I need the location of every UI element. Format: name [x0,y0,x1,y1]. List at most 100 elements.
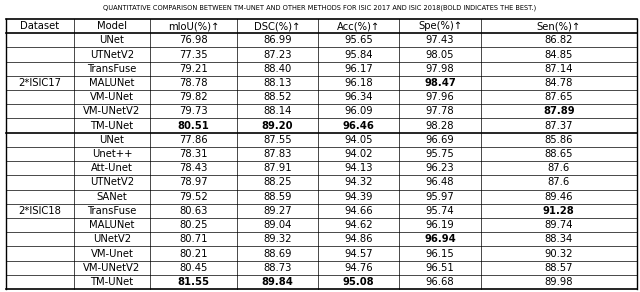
Text: 95.08: 95.08 [343,277,374,287]
Text: 88.52: 88.52 [263,92,292,102]
Text: 94.02: 94.02 [344,149,373,159]
Text: 95.65: 95.65 [344,35,373,45]
Text: UNetV2: UNetV2 [93,234,131,244]
Text: 79.82: 79.82 [179,92,208,102]
Text: 87.89: 87.89 [543,106,575,117]
Text: 90.32: 90.32 [545,248,573,258]
Text: 94.66: 94.66 [344,206,373,216]
Text: 98.05: 98.05 [426,50,454,60]
Text: 2*ISIC18: 2*ISIC18 [19,206,61,216]
Text: 87.37: 87.37 [545,121,573,131]
Text: 87.23: 87.23 [263,50,292,60]
Text: VM-Unet: VM-Unet [91,248,133,258]
Text: 77.86: 77.86 [179,135,208,145]
Text: 81.55: 81.55 [178,277,210,287]
Text: MALUNet: MALUNet [90,220,134,230]
Text: 98.47: 98.47 [424,78,456,88]
Text: 88.25: 88.25 [263,178,292,187]
Text: 88.69: 88.69 [263,248,292,258]
Text: 87.91: 87.91 [263,163,292,173]
Text: 96.09: 96.09 [344,106,373,117]
Text: 98.28: 98.28 [426,121,454,131]
Text: 80.71: 80.71 [179,234,208,244]
Text: 94.39: 94.39 [344,192,373,202]
Text: MALUNet: MALUNet [90,78,134,88]
Text: Model: Model [97,21,127,31]
Text: VM-UNet: VM-UNet [90,92,134,102]
Text: TransFuse: TransFuse [87,206,137,216]
Text: 89.04: 89.04 [263,220,292,230]
Text: 87.14: 87.14 [545,64,573,74]
Text: 95.97: 95.97 [426,192,454,202]
Text: 87.55: 87.55 [263,135,292,145]
Text: TransFuse: TransFuse [87,64,137,74]
Text: 96.18: 96.18 [344,78,373,88]
Text: 79.73: 79.73 [179,106,208,117]
Text: 96.17: 96.17 [344,64,373,74]
Text: 88.73: 88.73 [263,263,292,273]
Text: TM-UNet: TM-UNet [90,121,134,131]
Text: 89.27: 89.27 [263,206,292,216]
Text: 76.98: 76.98 [179,35,208,45]
Text: 85.86: 85.86 [545,135,573,145]
Text: 95.84: 95.84 [344,50,373,60]
Text: 86.82: 86.82 [545,35,573,45]
Text: 80.21: 80.21 [179,248,208,258]
Text: 96.68: 96.68 [426,277,454,287]
Text: 79.21: 79.21 [179,64,208,74]
Text: 78.43: 78.43 [179,163,208,173]
Text: 84.78: 84.78 [545,78,573,88]
Text: 89.84: 89.84 [262,277,293,287]
Text: 97.43: 97.43 [426,35,454,45]
Text: 94.13: 94.13 [344,163,373,173]
Text: TM-UNet: TM-UNet [90,277,134,287]
Text: Dataset: Dataset [20,21,60,31]
Text: 87.65: 87.65 [545,92,573,102]
Text: 96.19: 96.19 [426,220,454,230]
Text: 96.34: 96.34 [344,92,373,102]
Text: 96.94: 96.94 [424,234,456,244]
Text: 89.46: 89.46 [545,192,573,202]
Text: Unet++: Unet++ [92,149,132,159]
Text: 97.96: 97.96 [426,92,454,102]
Text: 88.14: 88.14 [263,106,292,117]
Text: 96.23: 96.23 [426,163,454,173]
Text: 87.6: 87.6 [548,178,570,187]
Text: 94.76: 94.76 [344,263,373,273]
Text: 94.57: 94.57 [344,248,373,258]
Text: 84.85: 84.85 [545,50,573,60]
Text: UNet: UNet [100,35,124,45]
Text: 96.15: 96.15 [426,248,454,258]
Text: Sen(%)↑: Sen(%)↑ [536,21,581,31]
Text: 88.40: 88.40 [263,64,292,74]
Text: 79.52: 79.52 [179,192,208,202]
Text: Att-Unet: Att-Unet [91,163,133,173]
Text: 97.98: 97.98 [426,64,454,74]
Text: 2*ISIC17: 2*ISIC17 [19,78,61,88]
Text: UTNetV2: UTNetV2 [90,50,134,60]
Text: 88.59: 88.59 [263,192,292,202]
Text: 78.78: 78.78 [179,78,208,88]
Text: 94.05: 94.05 [344,135,373,145]
Text: Spe(%)↑: Spe(%)↑ [418,21,462,31]
Text: 94.86: 94.86 [344,234,373,244]
Text: VM-UNetV2: VM-UNetV2 [83,263,141,273]
Text: 88.65: 88.65 [545,149,573,159]
Text: 77.35: 77.35 [179,50,208,60]
Text: 95.74: 95.74 [426,206,454,216]
Text: 78.31: 78.31 [179,149,208,159]
Text: 80.45: 80.45 [179,263,208,273]
Text: 97.78: 97.78 [426,106,454,117]
Text: 80.63: 80.63 [179,206,208,216]
Text: 94.62: 94.62 [344,220,373,230]
Text: VM-UNetV2: VM-UNetV2 [83,106,141,117]
Text: 96.46: 96.46 [343,121,374,131]
Text: 89.74: 89.74 [545,220,573,230]
Text: 89.20: 89.20 [262,121,293,131]
Text: 95.75: 95.75 [426,149,454,159]
Text: 96.69: 96.69 [426,135,454,145]
Text: 88.57: 88.57 [545,263,573,273]
Text: UTNetV2: UTNetV2 [90,178,134,187]
Text: 96.51: 96.51 [426,263,454,273]
Text: 78.97: 78.97 [179,178,208,187]
